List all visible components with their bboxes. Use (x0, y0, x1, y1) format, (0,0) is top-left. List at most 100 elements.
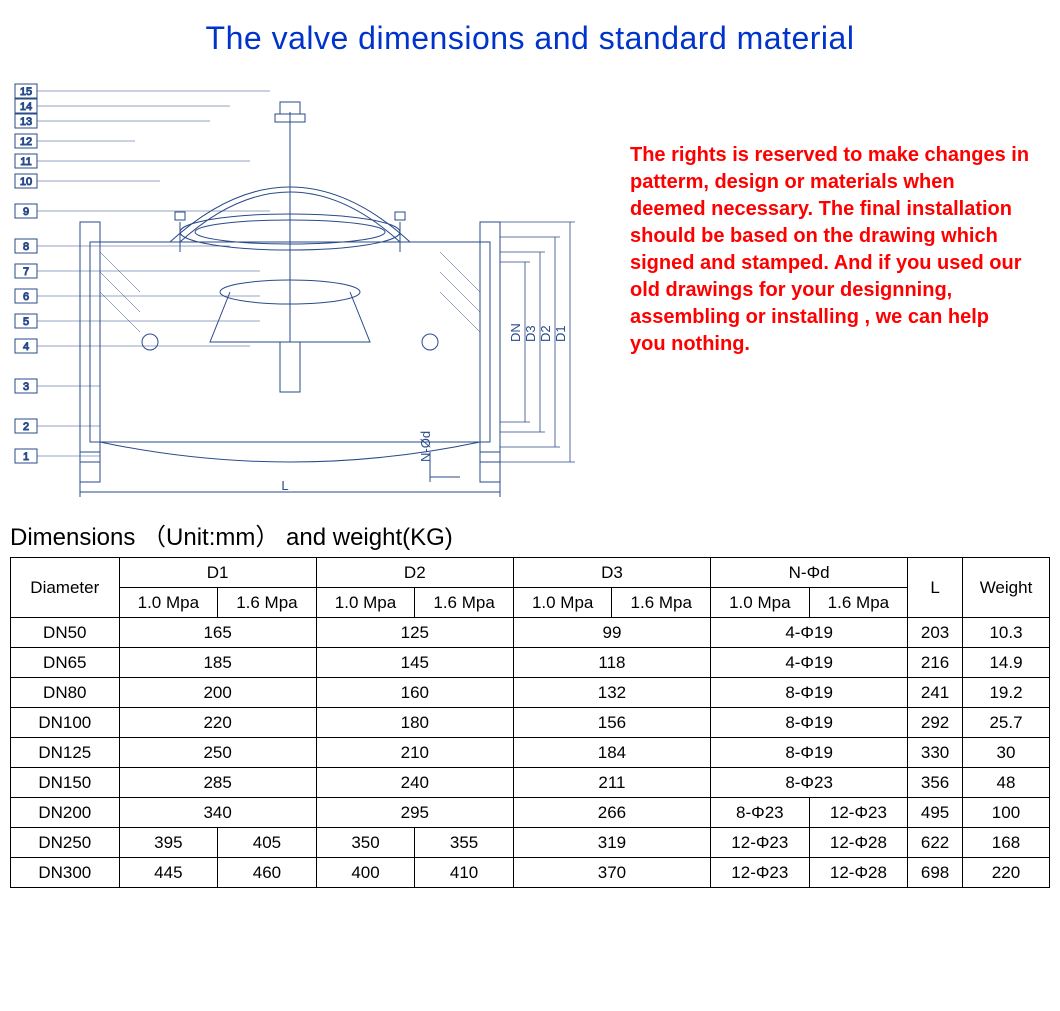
table-cell: 295 (316, 798, 513, 828)
col-d2-16: 1.6 Mpa (415, 588, 514, 618)
table-cell: 4-Φ19 (711, 618, 908, 648)
table-body: DN50165125994-Φ1920310.3DN651851451184-Φ… (11, 618, 1050, 888)
callout-12: 12 (20, 136, 32, 148)
callout-1: 1 (23, 451, 29, 463)
page-title: The valve dimensions and standard materi… (10, 20, 1050, 57)
dim-nd: N-Ød (418, 431, 433, 462)
callout-4: 4 (23, 341, 29, 353)
table-cell: 185 (119, 648, 316, 678)
callout-3: 3 (23, 381, 29, 393)
col-diameter: Diameter (11, 558, 120, 618)
col-d3-10: 1.0 Mpa (513, 588, 612, 618)
table-cell: 211 (513, 768, 710, 798)
table-cell: 19.2 (962, 678, 1049, 708)
valve-drawing-svg: 151413121110987654321 (10, 62, 600, 502)
table-cell: 495 (908, 798, 963, 828)
callout-14: 14 (20, 101, 32, 113)
table-cell: 25.7 (962, 708, 1049, 738)
table-row: DN50165125994-Φ1920310.3 (11, 618, 1050, 648)
callout-9: 9 (23, 206, 29, 218)
callout-13: 13 (20, 116, 32, 128)
table-subtitle: Dimensions （Unit:mm） and weight(KG) (10, 517, 1050, 552)
col-d2: D2 (316, 558, 513, 588)
callout-6: 6 (23, 291, 29, 303)
table-cell: 395 (119, 828, 218, 858)
table-cell: 400 (316, 858, 415, 888)
col-d3: D3 (513, 558, 710, 588)
col-d2-10: 1.0 Mpa (316, 588, 415, 618)
table-cell: 285 (119, 768, 316, 798)
table-cell: 8-Φ23 (711, 798, 810, 828)
table-row: DN1252502101848-Φ1933030 (11, 738, 1050, 768)
table-cell: DN125 (11, 738, 120, 768)
table-cell: 118 (513, 648, 710, 678)
table-row: DN1002201801568-Φ1929225.7 (11, 708, 1050, 738)
table-cell: 10.3 (962, 618, 1049, 648)
table-cell: DN50 (11, 618, 120, 648)
table-cell: DN250 (11, 828, 120, 858)
col-nd-10: 1.0 Mpa (711, 588, 810, 618)
dim-d2: D2 (538, 325, 553, 342)
table-cell: DN80 (11, 678, 120, 708)
table-cell: DN200 (11, 798, 120, 828)
table-cell: 220 (119, 708, 316, 738)
table-row: DN802001601328-Φ1924119.2 (11, 678, 1050, 708)
upper-section: 151413121110987654321 (10, 62, 1050, 502)
table-cell: 4-Φ19 (711, 648, 908, 678)
table-cell: 460 (218, 858, 317, 888)
callout-8: 8 (23, 241, 29, 253)
table-cell: 210 (316, 738, 513, 768)
table-cell: 240 (316, 768, 513, 798)
table-row: DN651851451184-Φ1921614.9 (11, 648, 1050, 678)
table-cell: 622 (908, 828, 963, 858)
col-nd-16: 1.6 Mpa (809, 588, 908, 618)
table-cell: 8-Φ19 (711, 738, 908, 768)
table-cell: 355 (415, 828, 514, 858)
table-cell: 356 (908, 768, 963, 798)
table-cell: 12-Φ23 (711, 828, 810, 858)
col-l: L (908, 558, 963, 618)
table-cell: 340 (119, 798, 316, 828)
table-cell: 14.9 (962, 648, 1049, 678)
table-cell: 180 (316, 708, 513, 738)
table-cell: 8-Φ19 (711, 708, 908, 738)
col-d3-16: 1.6 Mpa (612, 588, 711, 618)
table-cell: 12-Φ23 (809, 798, 908, 828)
dim-d1: D1 (553, 325, 568, 342)
col-weight: Weight (962, 558, 1049, 618)
col-d1: D1 (119, 558, 316, 588)
dimensions-table: Diameter D1 D2 D3 N-Φd L Weight 1.0 Mpa … (10, 557, 1050, 888)
table-cell: 292 (908, 708, 963, 738)
table-cell: DN300 (11, 858, 120, 888)
table-cell: 12-Φ23 (711, 858, 810, 888)
col-d1-16: 1.6 Mpa (218, 588, 317, 618)
table-row: DN1502852402118-Φ2335648 (11, 768, 1050, 798)
dim-l: L (281, 478, 288, 493)
table-row: DN25039540535035531912-Φ2312-Φ28622168 (11, 828, 1050, 858)
callout-5: 5 (23, 316, 29, 328)
table-cell: DN100 (11, 708, 120, 738)
table-cell: 145 (316, 648, 513, 678)
table-cell: 160 (316, 678, 513, 708)
table-cell: 8-Φ19 (711, 678, 908, 708)
table-cell: 30 (962, 738, 1049, 768)
table-cell: 99 (513, 618, 710, 648)
table-cell: 200 (119, 678, 316, 708)
callout-7: 7 (23, 266, 29, 278)
table-cell: 250 (119, 738, 316, 768)
table-cell: 410 (415, 858, 514, 888)
table-cell: 216 (908, 648, 963, 678)
dim-d3: D3 (523, 325, 538, 342)
callout-15: 15 (20, 86, 32, 98)
table-cell: 125 (316, 618, 513, 648)
table-cell: 405 (218, 828, 317, 858)
table-cell: 220 (962, 858, 1049, 888)
table-row: DN30044546040041037012-Φ2312-Φ28698220 (11, 858, 1050, 888)
table-cell: 241 (908, 678, 963, 708)
rights-notice: The rights is reserved to make changes i… (630, 62, 1050, 358)
table-cell: 12-Φ28 (809, 828, 908, 858)
callout-10: 10 (20, 176, 32, 188)
col-d1-10: 1.0 Mpa (119, 588, 218, 618)
table-cell: 370 (513, 858, 710, 888)
table-cell: 12-Φ28 (809, 858, 908, 888)
